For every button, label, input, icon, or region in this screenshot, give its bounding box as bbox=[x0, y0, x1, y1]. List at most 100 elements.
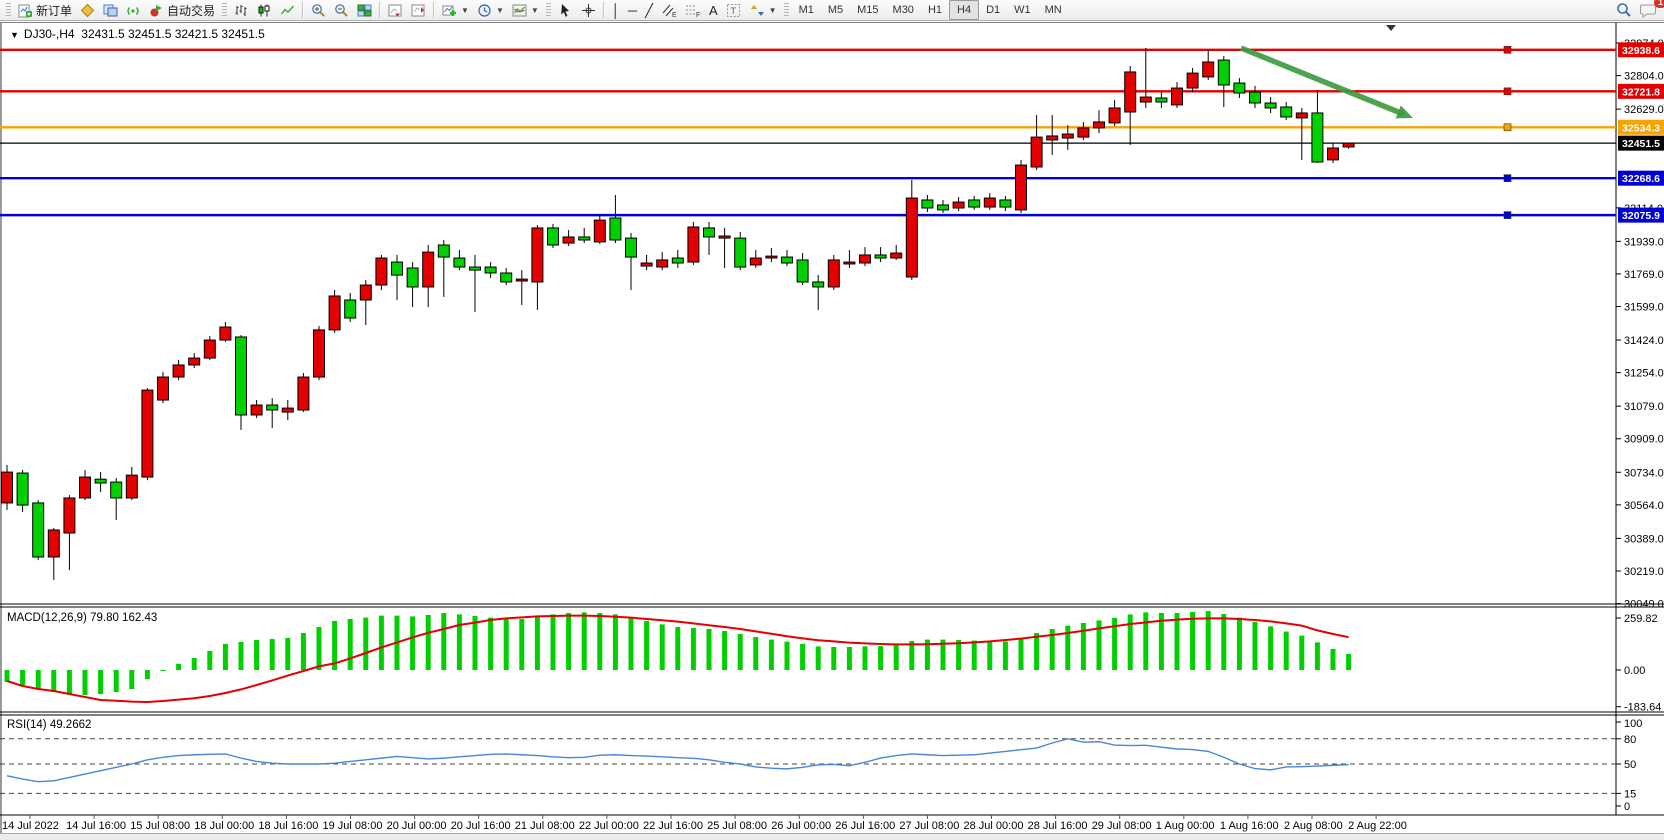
vertical-line-icon: │ bbox=[611, 2, 620, 18]
candle-bearish bbox=[609, 217, 622, 241]
templates-icon bbox=[512, 4, 527, 16]
templates-button[interactable]: ▼ bbox=[508, 1, 543, 19]
time-axis-label: 14 Jul 2022 bbox=[2, 820, 59, 832]
tile-windows-button[interactable] bbox=[353, 1, 376, 19]
timeframe-h1-button[interactable]: H1 bbox=[927, 4, 942, 16]
candle-bullish bbox=[141, 389, 154, 478]
text-label-tool-button[interactable]: T bbox=[722, 1, 746, 19]
chart-window[interactable] bbox=[0, 22, 1664, 833]
candle-bullish bbox=[765, 255, 778, 259]
price-tick-label: 30734.0 bbox=[1624, 467, 1664, 479]
time-axis-label: 26 Jul 16:00 bbox=[835, 820, 895, 832]
timeframe-m30-button[interactable]: M30 bbox=[892, 4, 914, 16]
signal-button[interactable] bbox=[122, 1, 145, 19]
level-line-handle[interactable] bbox=[1503, 45, 1512, 54]
timeframe-m15-button[interactable]: M15 bbox=[857, 4, 879, 16]
candle-bullish bbox=[1171, 87, 1183, 106]
candle-bullish bbox=[687, 226, 700, 263]
periods-button[interactable]: ▼ bbox=[473, 1, 508, 19]
bar-chart-mode-button[interactable] bbox=[230, 1, 253, 19]
level-line-handle[interactable] bbox=[1503, 87, 1512, 96]
arrows-tool-button[interactable]: ▼ bbox=[746, 1, 781, 19]
rsi-line bbox=[6, 738, 1349, 783]
candle-bullish bbox=[983, 197, 996, 208]
text-label-icon: T bbox=[726, 3, 740, 17]
level-price-badge bbox=[1618, 119, 1664, 135]
candle-bearish bbox=[578, 236, 591, 241]
timeframe-m1-button[interactable]: M1 bbox=[798, 4, 814, 16]
arrows-dropdown-caret[interactable]: ▼ bbox=[768, 5, 777, 15]
candle-bearish bbox=[469, 266, 481, 271]
chevron-down-icon[interactable]: ▼ bbox=[10, 30, 19, 40]
toolbar-grip[interactable] bbox=[783, 2, 789, 18]
candle-bearish bbox=[484, 266, 497, 274]
trend-arrow-line[interactable] bbox=[1239, 45, 1405, 117]
candle-bullish bbox=[515, 278, 528, 282]
channel-tool-button[interactable]: E bbox=[657, 1, 681, 19]
cursor-tool-button[interactable] bbox=[554, 1, 577, 19]
candle-bullish bbox=[188, 357, 201, 366]
candle-bullish bbox=[1077, 127, 1090, 138]
timeframe-w1-button[interactable]: W1 bbox=[1014, 4, 1031, 16]
horizontal-line-tool-button[interactable]: ─ bbox=[624, 1, 641, 19]
crosshair-tool-button[interactable] bbox=[577, 1, 600, 19]
toolbar-grip[interactable] bbox=[545, 2, 551, 18]
toolbar-grip[interactable] bbox=[222, 2, 228, 18]
templates-dropdown-caret[interactable]: ▼ bbox=[530, 5, 539, 15]
candle-bullish bbox=[531, 227, 544, 283]
level-line-handle[interactable] bbox=[1503, 174, 1512, 182]
level-price-badge bbox=[1618, 42, 1664, 58]
candle-bullish bbox=[125, 474, 138, 499]
chart-shift-button[interactable] bbox=[407, 1, 430, 19]
time-axis-label: 14 Jul 16:00 bbox=[66, 820, 126, 832]
indicators-button[interactable]: ▼ bbox=[438, 1, 473, 19]
candle-bullish bbox=[422, 251, 435, 288]
macd-tick-label: 259.82 bbox=[1624, 613, 1658, 625]
trendline-tool-button[interactable]: ╱ bbox=[641, 1, 657, 19]
periods-dropdown-caret[interactable]: ▼ bbox=[495, 5, 504, 15]
notification-badge: 1 bbox=[1653, 0, 1664, 8]
line-chart-mode-button[interactable] bbox=[276, 1, 299, 19]
candle-bullish bbox=[297, 376, 310, 411]
indicators-dropdown-caret[interactable]: ▼ bbox=[461, 5, 469, 15]
rsi-tick-label: 100 bbox=[1624, 718, 1642, 730]
candle-bearish bbox=[266, 404, 279, 411]
toolbar-grip[interactable] bbox=[6, 2, 11, 18]
autotrading-button[interactable]: 自动交易 bbox=[145, 1, 219, 19]
profiles-button[interactable] bbox=[99, 1, 122, 19]
autoscroll-button[interactable] bbox=[384, 1, 407, 19]
candle-bullish bbox=[827, 259, 840, 288]
timeframe-h4-button[interactable]: H4 bbox=[949, 0, 980, 20]
zoom-out-button[interactable] bbox=[330, 1, 353, 19]
search-button[interactable] bbox=[1612, 1, 1636, 19]
notifications-button[interactable]: 1 bbox=[1636, 0, 1664, 19]
candle-bullish bbox=[1295, 112, 1308, 119]
market-watch-button[interactable] bbox=[76, 1, 99, 19]
level-price-badge bbox=[1618, 207, 1664, 223]
trend-arrow-head[interactable] bbox=[1395, 105, 1413, 119]
fibonacci-tool-button[interactable]: F bbox=[681, 1, 705, 19]
zoom-out-icon bbox=[335, 3, 348, 17]
candle-bullish bbox=[890, 252, 903, 259]
svg-text:T: T bbox=[730, 6, 736, 16]
timeframe-mn-button[interactable]: MN bbox=[1044, 4, 1062, 16]
candle-bearish bbox=[110, 481, 123, 499]
timeframe-d1-button[interactable]: D1 bbox=[986, 4, 1001, 16]
candle-bearish bbox=[874, 254, 887, 259]
text-tool-button[interactable]: A bbox=[705, 1, 722, 19]
timeframe-m5-button[interactable]: M5 bbox=[827, 4, 844, 16]
time-axis-label: 20 Jul 16:00 bbox=[451, 820, 511, 832]
macd-indicator-label: MACD(12,26,9) 79.80 162.43 bbox=[7, 612, 158, 624]
level-line-handle[interactable] bbox=[1503, 123, 1512, 132]
candlestick-mode-button[interactable] bbox=[253, 1, 276, 19]
rsi-tick-label: 15 bbox=[1624, 788, 1636, 800]
new-order-button[interactable]: 新订单 bbox=[14, 1, 76, 19]
level-line-handle[interactable] bbox=[1503, 211, 1512, 219]
chart-shift-marker[interactable] bbox=[1386, 25, 1396, 31]
candle-bearish bbox=[937, 204, 949, 211]
candle-bullish bbox=[1093, 121, 1105, 129]
candle-bullish bbox=[375, 257, 388, 286]
vertical-line-tool-button[interactable]: │ bbox=[608, 1, 624, 19]
zoom-in-button[interactable] bbox=[307, 1, 330, 19]
